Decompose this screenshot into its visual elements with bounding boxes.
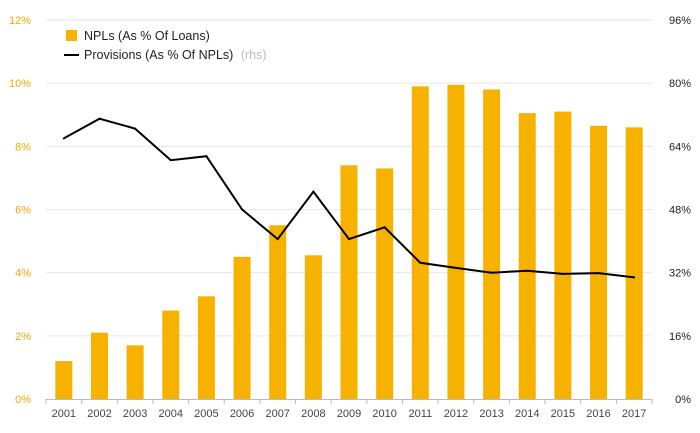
axes: 0% 0% 2% 16% 4% 32% 6% 48% 8% 64% 10% 80% 12% 96% 2001… bbox=[9, 15, 691, 420]
y-right-tick-label: 48% bbox=[669, 205, 691, 217]
line-point bbox=[561, 272, 564, 275]
bar bbox=[126, 345, 144, 399]
legend-label-npls: NPLs (As % Of Loans) bbox=[84, 29, 210, 43]
bar bbox=[376, 168, 394, 399]
y-right-tick-label: 16% bbox=[669, 331, 691, 343]
x-tick-label: 2007 bbox=[265, 408, 289, 420]
y-left-tick-label: 10% bbox=[9, 78, 31, 90]
legend: NPLs (As % Of Loans) Provisions (As % Of… bbox=[64, 29, 267, 62]
bar bbox=[197, 296, 215, 399]
x-tick-label: 2003 bbox=[123, 408, 147, 420]
bar bbox=[411, 86, 429, 399]
bar bbox=[590, 125, 608, 399]
y-left-tick-label: 2% bbox=[15, 331, 31, 343]
bar bbox=[233, 256, 251, 399]
x-tick-label: 2012 bbox=[444, 408, 468, 420]
bar bbox=[554, 111, 572, 399]
x-tick-label: 2002 bbox=[87, 408, 111, 420]
y-right-tick-label: 0% bbox=[675, 394, 691, 406]
bar bbox=[90, 332, 108, 399]
legend-label-provisions-name: Provisions (As % Of NPLs) bbox=[84, 48, 233, 62]
bar bbox=[269, 225, 287, 399]
y-right-tick-label: 80% bbox=[669, 78, 691, 90]
legend-label-provisions-suffix: (rhs) bbox=[241, 48, 267, 62]
line-point bbox=[526, 269, 529, 272]
line-point bbox=[98, 117, 101, 120]
bar bbox=[518, 113, 536, 399]
bar bbox=[483, 89, 501, 399]
line-point bbox=[419, 261, 422, 264]
line-point bbox=[134, 127, 137, 130]
y-left-tick-label: 8% bbox=[15, 141, 31, 153]
y-left-tick-label: 6% bbox=[15, 205, 31, 217]
line-point bbox=[205, 155, 208, 158]
line-point bbox=[454, 266, 457, 269]
line-point bbox=[348, 238, 350, 241]
line-point bbox=[490, 271, 493, 274]
x-tick-label: 2010 bbox=[372, 408, 396, 420]
x-tick-label: 2016 bbox=[586, 408, 610, 420]
bar bbox=[304, 255, 322, 399]
y-right-tick-label: 96% bbox=[669, 15, 691, 27]
bar bbox=[447, 84, 465, 399]
y-left-tick-label: 12% bbox=[9, 15, 31, 27]
x-tick-label: 2005 bbox=[194, 408, 218, 420]
line-point bbox=[169, 159, 172, 162]
x-tick-label: 2015 bbox=[551, 408, 575, 420]
y-right-tick-label: 32% bbox=[669, 268, 691, 280]
line-point bbox=[276, 238, 279, 241]
x-tick-label: 2013 bbox=[479, 408, 503, 420]
x-tick-label: 2014 bbox=[515, 408, 539, 420]
line-point bbox=[383, 226, 386, 229]
npl-bars bbox=[55, 84, 643, 399]
y-right-tick-label: 64% bbox=[669, 141, 691, 153]
y-left-tick-label: 4% bbox=[15, 268, 31, 280]
line-point bbox=[62, 137, 65, 140]
bar bbox=[162, 310, 180, 399]
line-point bbox=[597, 272, 600, 275]
bar bbox=[625, 127, 643, 399]
x-tick-label: 2011 bbox=[408, 408, 432, 420]
bar bbox=[340, 165, 358, 399]
legend-label-provisions: Provisions (As % Of NPLs) (rhs) bbox=[84, 48, 267, 62]
line-point bbox=[312, 190, 315, 193]
x-tick-label: 2017 bbox=[622, 408, 646, 420]
bar bbox=[55, 361, 73, 399]
line-point bbox=[241, 208, 244, 211]
x-tick-label: 2004 bbox=[159, 408, 183, 420]
x-tick-label: 2001 bbox=[52, 408, 76, 420]
x-tick-label: 2008 bbox=[301, 408, 325, 420]
provisions-line-group bbox=[62, 117, 636, 279]
legend-swatch-npls bbox=[66, 30, 77, 41]
x-tick-label: 2009 bbox=[337, 408, 361, 420]
x-tick-label: 2006 bbox=[230, 408, 254, 420]
line-point bbox=[633, 276, 636, 279]
y-left-tick-label: 0% bbox=[15, 394, 31, 406]
